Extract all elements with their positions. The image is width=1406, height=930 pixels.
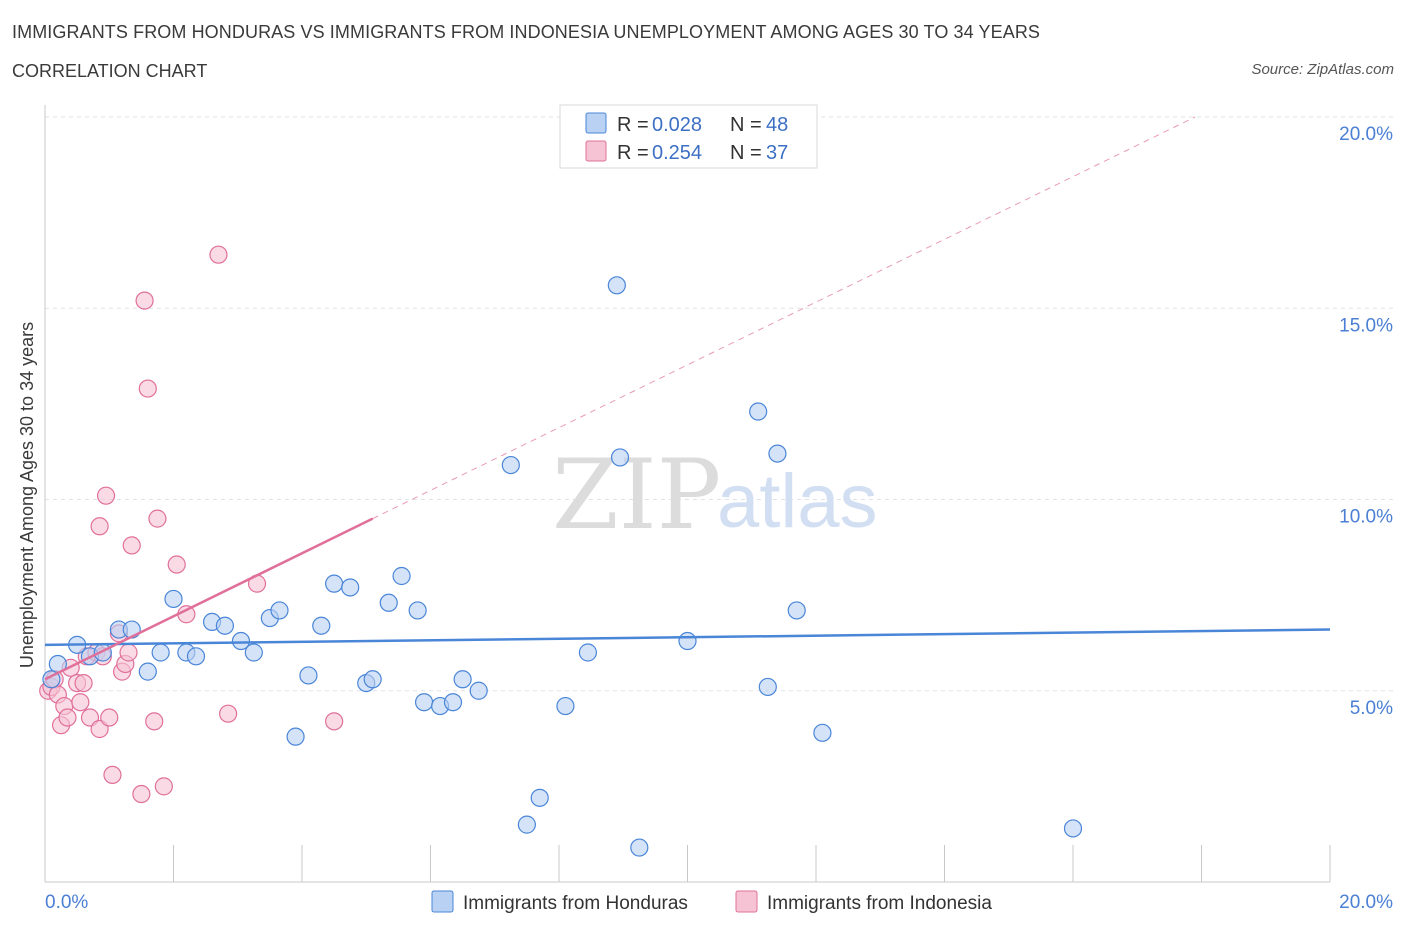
- indonesia-point-14: [90, 517, 109, 536]
- honduras-point-35: [530, 788, 549, 807]
- honduras-point-39: [610, 448, 630, 467]
- honduras-point-40: [630, 838, 649, 857]
- indonesia-point-6: [58, 708, 77, 727]
- honduras-point-41: [678, 631, 697, 651]
- honduras-point-20: [312, 616, 331, 635]
- legend-n-value-honduras: 48: [766, 114, 788, 136]
- indonesia-point-28: [154, 777, 173, 796]
- indonesia-point-21: [119, 643, 138, 662]
- honduras-point-44: [768, 444, 787, 463]
- indonesia-point-34: [325, 712, 344, 731]
- honduras-point-9: [164, 589, 183, 609]
- source-credit: Source: ZipAtlas.com: [1251, 61, 1394, 78]
- honduras-point-47: [1063, 819, 1083, 838]
- honduras-point-38: [607, 276, 626, 295]
- honduras-point-36: [556, 696, 575, 716]
- honduras-point-42: [749, 402, 768, 421]
- legend-r-label-indonesia: R =: [617, 142, 649, 164]
- watermark-atlas: atlas: [717, 459, 878, 544]
- honduras-point-30: [443, 693, 463, 712]
- indonesia-point-9: [71, 693, 90, 712]
- legend-r-value-indonesia: 0.254: [652, 142, 702, 164]
- honduras-point-46: [813, 723, 832, 742]
- honduras-point-24: [363, 670, 382, 689]
- honduras-point-25: [379, 593, 398, 612]
- chart-title: IMMIGRANTS FROM HONDURAS VS IMMIGRANTS F…: [12, 22, 1041, 42]
- x-axis-labels: 0.0% 20.0%: [45, 892, 1393, 913]
- honduras-point-14: [231, 631, 251, 651]
- indonesia-point-32: [219, 704, 238, 723]
- honduras-point-27: [408, 601, 427, 620]
- x-axis-ticks: [44, 845, 1331, 882]
- honduras-point-28: [414, 693, 434, 712]
- legend-r-value-honduras: 0.028: [652, 114, 702, 136]
- honduras-point-26: [392, 566, 411, 586]
- honduras-point-15: [244, 643, 263, 662]
- correlation-legend: R = 0.028 N = 48 R = 0.254 N = 37: [559, 104, 818, 169]
- legend-r-label-honduras: R =: [617, 114, 649, 136]
- honduras-point-43: [758, 677, 777, 697]
- legend-n-label-indonesia: N =: [730, 142, 762, 164]
- honduras-point-37: [578, 643, 598, 662]
- x-tick-label-min: 0.0%: [45, 892, 88, 913]
- indonesia-point-25: [138, 379, 157, 398]
- y-tick-label-2: 15.0%: [1339, 315, 1393, 336]
- trend-line-indonesia-extension: [372, 116, 1196, 520]
- gridlines: [45, 116, 1393, 692]
- chart-subtitle: CORRELATION CHART: [12, 61, 208, 81]
- indonesia-point-23: [132, 784, 151, 804]
- bottom-legend-label-honduras: Immigrants from Honduras: [463, 893, 688, 914]
- legend-swatch-indonesia: [585, 140, 607, 162]
- honduras-point-19: [299, 666, 318, 685]
- honduras-point-11: [186, 647, 206, 666]
- honduras-point-17: [270, 601, 289, 620]
- honduras-point-18: [286, 727, 305, 746]
- indonesia-point-22: [122, 536, 141, 555]
- y-axis-title: Unemployment Among Ages 30 to 34 years: [17, 322, 37, 668]
- indonesia-point-16: [100, 708, 119, 727]
- honduras-point-34: [517, 815, 536, 834]
- indonesia-point-15: [96, 486, 116, 505]
- honduras-point-22: [341, 578, 360, 597]
- y-tick-label-0: 5.0%: [1350, 698, 1393, 719]
- indonesia-point-24: [135, 291, 154, 310]
- legend-n-label-honduras: N =: [730, 114, 762, 136]
- indonesia-point-31: [209, 245, 228, 264]
- honduras-point-31: [453, 670, 472, 689]
- honduras-point-32: [469, 681, 488, 700]
- indonesia-point-35: [74, 673, 93, 693]
- bottom-legend-swatch-honduras: [431, 890, 454, 913]
- series-honduras-points: [42, 276, 1083, 857]
- x-tick-label-max: 20.0%: [1339, 892, 1393, 913]
- honduras-point-21: [325, 574, 344, 593]
- honduras-point-45: [787, 601, 806, 620]
- legend-swatch-honduras: [585, 112, 607, 134]
- series-indonesia-points: [39, 245, 344, 804]
- y-tick-label-1: 10.0%: [1339, 507, 1393, 528]
- bottom-legend-label-indonesia: Immigrants from Indonesia: [767, 893, 992, 914]
- indonesia-point-29: [167, 555, 186, 574]
- y-axis-labels: 5.0% 10.0% 15.0% 20.0%: [1339, 124, 1393, 719]
- honduras-point-7: [138, 662, 157, 681]
- indonesia-point-17: [103, 765, 122, 785]
- watermark: ZIP atlas: [552, 439, 878, 551]
- indonesia-point-26: [145, 712, 164, 731]
- legend-n-value-indonesia: 37: [766, 142, 788, 164]
- trend-line-indonesia: [44, 517, 374, 681]
- honduras-point-33: [501, 455, 520, 475]
- trend-lines: [44, 116, 1331, 681]
- honduras-point-8: [151, 643, 170, 662]
- bottom-legend-swatch-indonesia: [735, 890, 758, 913]
- series-legend: Immigrants from Honduras Immigrants from…: [431, 890, 992, 914]
- watermark-zip: ZIP: [552, 439, 721, 551]
- honduras-point-13: [215, 616, 234, 635]
- indonesia-point-27: [148, 509, 167, 528]
- y-tick-label-3: 20.0%: [1339, 124, 1393, 145]
- trend-line-honduras: [44, 628, 1331, 647]
